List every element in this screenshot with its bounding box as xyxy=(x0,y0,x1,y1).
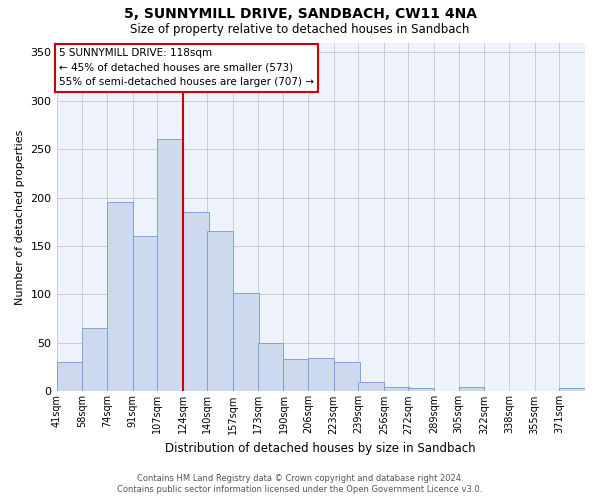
Bar xyxy=(208,232,233,392)
Y-axis label: Number of detached properties: Number of detached properties xyxy=(15,130,25,304)
Bar xyxy=(334,362,359,392)
Bar xyxy=(56,362,82,392)
Bar xyxy=(257,343,283,392)
Bar xyxy=(82,328,109,392)
Text: Contains HM Land Registry data © Crown copyright and database right 2024.
Contai: Contains HM Land Registry data © Crown c… xyxy=(118,474,482,494)
Bar xyxy=(458,386,484,392)
Text: 5, SUNNYMILL DRIVE, SANDBACH, CW11 4NA: 5, SUNNYMILL DRIVE, SANDBACH, CW11 4NA xyxy=(124,8,476,22)
Bar xyxy=(409,388,434,392)
Text: 5 SUNNYMILL DRIVE: 118sqm
← 45% of detached houses are smaller (573)
55% of semi: 5 SUNNYMILL DRIVE: 118sqm ← 45% of detac… xyxy=(59,48,314,88)
Bar xyxy=(183,212,209,392)
Bar xyxy=(308,358,334,392)
Text: Size of property relative to detached houses in Sandbach: Size of property relative to detached ho… xyxy=(130,22,470,36)
Bar xyxy=(233,292,259,392)
X-axis label: Distribution of detached houses by size in Sandbach: Distribution of detached houses by size … xyxy=(166,442,476,455)
Bar xyxy=(358,382,384,392)
Bar xyxy=(133,236,158,392)
Bar xyxy=(559,388,585,392)
Bar xyxy=(384,386,410,392)
Bar xyxy=(157,140,183,392)
Bar xyxy=(107,202,133,392)
Bar xyxy=(283,360,310,392)
